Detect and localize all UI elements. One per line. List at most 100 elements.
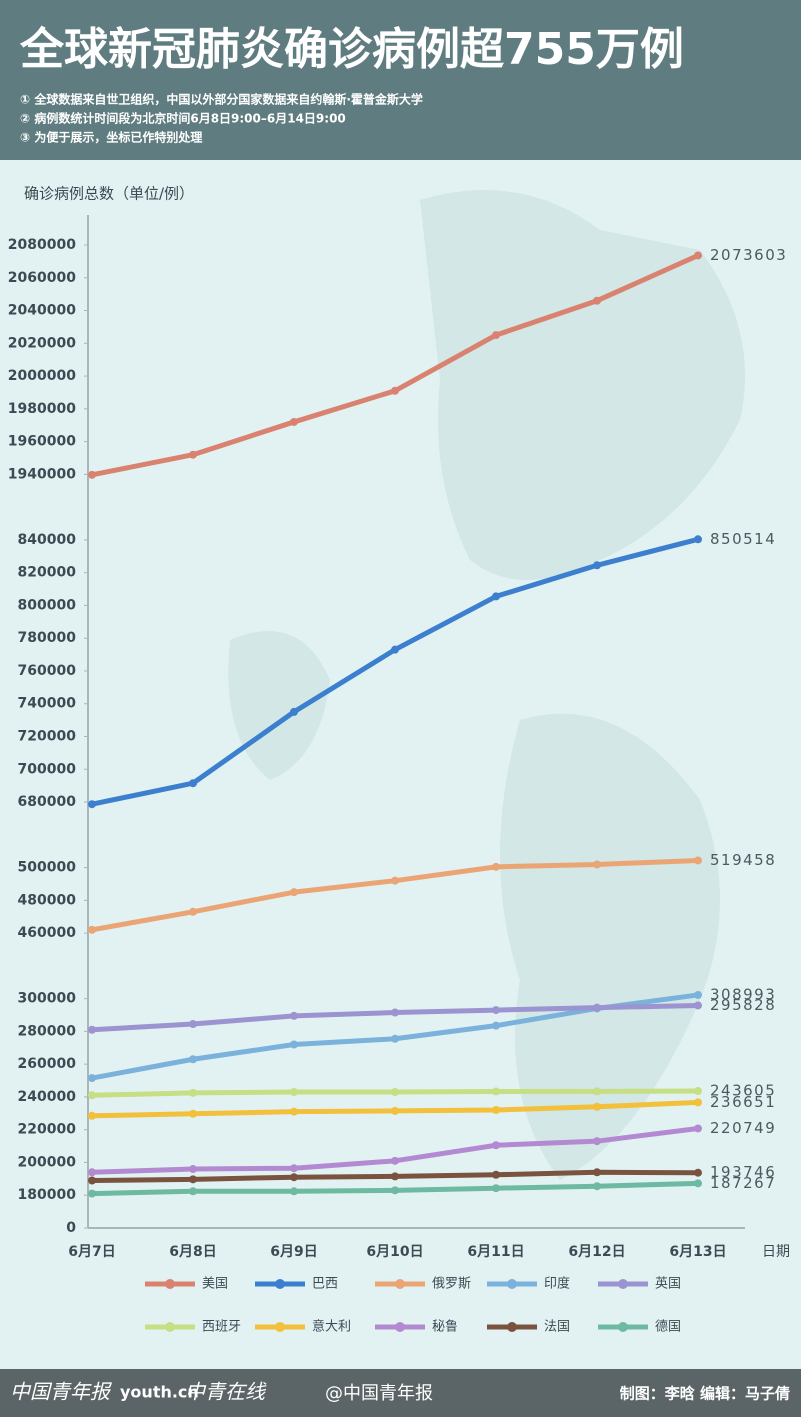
- point: [189, 779, 197, 788]
- point: [189, 1020, 197, 1029]
- point: [391, 1156, 399, 1165]
- legend-marker: [275, 1322, 285, 1332]
- value-label: 308993: [710, 985, 776, 1003]
- point: [189, 1109, 197, 1118]
- point: [694, 990, 702, 999]
- legend-marker: [165, 1322, 175, 1332]
- y-tick-label: 780000: [18, 630, 77, 646]
- y-tick-label: 280000: [18, 1023, 77, 1039]
- point: [290, 1088, 298, 1097]
- point: [88, 470, 96, 479]
- y-tick-label: 180000: [18, 1187, 77, 1203]
- logo: 中国青年报: [10, 1380, 112, 1404]
- y-tick-label: 300000: [18, 991, 77, 1007]
- x-tick-label: 6月12日: [568, 1244, 625, 1260]
- point: [492, 1170, 500, 1179]
- point: [593, 1102, 601, 1111]
- point: [189, 1088, 197, 1097]
- point: [391, 645, 399, 654]
- point: [88, 1176, 96, 1185]
- point: [492, 1141, 500, 1150]
- point: [492, 331, 500, 340]
- point: [492, 1021, 500, 1030]
- point: [391, 1034, 399, 1043]
- legend-label: 西班牙: [202, 1320, 241, 1335]
- y-tick-label: 500000: [18, 860, 77, 876]
- y-tick-label: 1960000: [8, 434, 76, 450]
- legend-label: 德国: [655, 1320, 681, 1335]
- weibo: @中国青年报: [325, 1383, 433, 1404]
- logo: 中青在线: [185, 1380, 267, 1404]
- point: [290, 1107, 298, 1116]
- point: [593, 1137, 601, 1146]
- point: [88, 1025, 96, 1034]
- point: [290, 1173, 298, 1182]
- point: [88, 1074, 96, 1083]
- legend-label: 英国: [655, 1277, 681, 1292]
- point: [492, 862, 500, 871]
- legend-marker: [165, 1279, 175, 1289]
- y-tick-label: 840000: [18, 532, 77, 548]
- y-tick-label: 820000: [18, 565, 77, 581]
- x-axis-label: 日期: [762, 1244, 790, 1260]
- value-label: 187267: [710, 1174, 776, 1192]
- y-tick-label: 0: [66, 1220, 76, 1236]
- point: [593, 1003, 601, 1012]
- y-tick-label: 240000: [18, 1089, 77, 1105]
- point: [290, 1040, 298, 1049]
- legend-label: 俄罗斯: [432, 1277, 471, 1292]
- point: [694, 251, 702, 260]
- value-label: 243605: [710, 1082, 776, 1100]
- point: [391, 876, 399, 885]
- point: [189, 907, 197, 916]
- point: [290, 707, 298, 716]
- point: [391, 1172, 399, 1181]
- legend-label: 巴西: [312, 1277, 338, 1292]
- value-label: 2073603: [710, 246, 787, 264]
- note: ① 全球数据来自世卫组织，中国以外部分国家数据来自约翰斯·霍普金斯大学: [20, 92, 423, 107]
- point: [88, 1189, 96, 1198]
- point: [290, 1164, 298, 1173]
- point: [88, 800, 96, 809]
- header-bar: [0, 0, 801, 160]
- value-label: 850514: [710, 530, 776, 548]
- y-tick-label: 800000: [18, 597, 77, 613]
- point: [88, 925, 96, 934]
- point: [492, 1106, 500, 1115]
- logo: youth.cn: [120, 1383, 199, 1402]
- x-tick-label: 6月10日: [366, 1244, 423, 1260]
- y-tick-label: 740000: [18, 696, 77, 712]
- point: [593, 1182, 601, 1191]
- map-decoration: [228, 190, 745, 1180]
- legend-marker: [395, 1279, 405, 1289]
- point: [391, 386, 399, 395]
- point: [593, 860, 601, 869]
- point: [391, 1106, 399, 1115]
- point: [189, 450, 197, 459]
- x-tick-label: 6月9日: [270, 1244, 317, 1260]
- point: [593, 1168, 601, 1177]
- value-label: 220749: [710, 1119, 776, 1137]
- point: [694, 1124, 702, 1133]
- point: [694, 1179, 702, 1188]
- y-tick-label: 200000: [18, 1154, 77, 1170]
- value-label: 295828: [710, 996, 776, 1014]
- value-label: 236651: [710, 1093, 776, 1111]
- y-tick-label: 2040000: [8, 303, 76, 319]
- point: [391, 1008, 399, 1017]
- point: [694, 535, 702, 544]
- title: 全球新冠肺炎确诊病例超755万例: [19, 24, 684, 75]
- legend-marker: [507, 1279, 517, 1289]
- y-tick-label: 1940000: [8, 466, 76, 482]
- legend-label: 法国: [544, 1320, 570, 1335]
- legend-marker: [275, 1279, 285, 1289]
- point: [88, 1168, 96, 1177]
- legend-label: 印度: [544, 1276, 570, 1292]
- point: [88, 1091, 96, 1100]
- y-tick-label: 480000: [18, 892, 77, 908]
- note: ② 病例数统计时间段为北京时间6月8日9:00–6月14日9:00: [20, 111, 346, 126]
- legend-label: 美国: [202, 1277, 228, 1292]
- x-tick-label: 6月13日: [669, 1244, 726, 1260]
